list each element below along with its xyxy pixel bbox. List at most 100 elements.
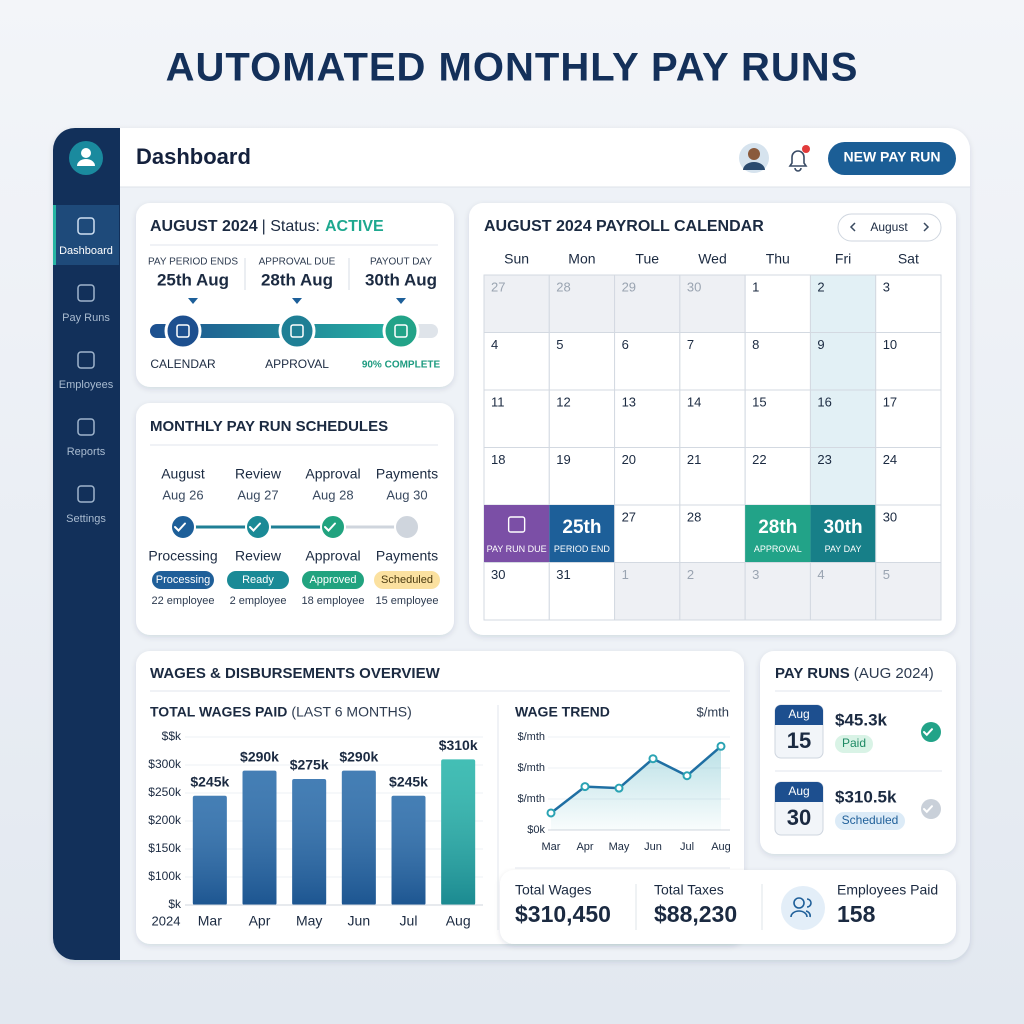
x-tick-label: Jun	[348, 913, 371, 929]
day-cell	[875, 447, 942, 506]
day-cell	[614, 504, 681, 563]
month-label: August	[870, 220, 908, 234]
data-label: $275k	[290, 757, 329, 773]
step-date: 25th Aug	[157, 270, 229, 289]
y-tick-label: $0k	[527, 824, 545, 836]
status-badge	[374, 571, 440, 589]
x-tick-label: Apr	[576, 841, 593, 853]
day-cell	[483, 274, 550, 333]
day-number: 15	[752, 394, 766, 409]
day-number: 7	[687, 337, 694, 352]
card-title: AUGUST 2024 PAYROLL CALENDAR	[484, 218, 764, 235]
step-date: 28th Aug	[261, 270, 333, 289]
schedule-count: 22 employee	[152, 595, 215, 607]
data-label: $310k	[439, 737, 478, 753]
step-label: APPROVAL DUE	[259, 257, 336, 268]
stage-icon	[382, 312, 420, 350]
day-cell	[875, 332, 942, 391]
day-number: 29	[622, 279, 636, 294]
trend-point	[648, 754, 658, 764]
day-cell	[679, 562, 746, 621]
employees-icon-bg	[781, 886, 825, 930]
schedule-stage: Approval	[305, 548, 360, 564]
bar-shade	[292, 779, 327, 905]
day-number: 4	[817, 567, 824, 582]
schedule-stage: Payments	[376, 548, 438, 564]
event-day: 30th	[824, 517, 863, 538]
day-number: 4	[491, 337, 498, 352]
trend-point	[682, 771, 692, 781]
trend-point	[546, 808, 556, 818]
status-card	[136, 203, 454, 387]
total-label: Employees Paid	[837, 882, 938, 898]
nav-item[interactable]: Employees	[59, 379, 114, 391]
nav-item[interactable]: Reports	[67, 446, 106, 458]
event-icon	[507, 516, 526, 533]
chart-subtitle: (LAST 6 MONTHS)	[291, 704, 411, 720]
stage-glyph	[394, 324, 408, 338]
x-axis-year: 2024	[152, 913, 181, 928]
nav-icon	[77, 418, 95, 436]
day-number: 2	[817, 279, 824, 294]
day-number: 31	[556, 567, 570, 582]
day-number: 27	[622, 509, 636, 524]
event-cell	[484, 505, 550, 563]
event-day: 28th	[758, 517, 797, 538]
stage-icon	[164, 312, 202, 350]
nav-item[interactable]: Settings	[66, 513, 106, 525]
badge-label: Scheduled	[842, 813, 899, 827]
x-tick-label: Mar	[542, 841, 561, 853]
day-cell	[809, 562, 877, 621]
event-label: APPROVAL	[754, 544, 802, 554]
day-cell	[614, 332, 681, 391]
nav-item[interactable]: Pay Runs	[62, 312, 110, 324]
trend-point	[580, 782, 590, 792]
new-pay-run-button[interactable]	[828, 142, 956, 175]
x-tick-label: Jun	[644, 841, 662, 853]
day-cell	[744, 562, 811, 621]
prev-arrow[interactable]	[849, 222, 856, 232]
day-number: 17	[883, 394, 897, 409]
badge-label: Ready	[242, 574, 274, 586]
sidebar-active	[55, 205, 119, 265]
total-value: 158	[837, 901, 876, 927]
schedule-stage: Processing	[148, 548, 217, 564]
logo-head	[81, 148, 91, 158]
day-number: 28	[687, 509, 701, 524]
day-cell	[809, 447, 877, 506]
page-title: AUTOMATED MONTHLY PAY RUNS	[166, 46, 859, 90]
bell-icon[interactable]	[788, 150, 808, 172]
y-tick-label: $250k	[148, 785, 182, 799]
nav-item[interactable]: Dashboard	[59, 245, 113, 257]
chart-title: WAGE TREND	[515, 704, 610, 720]
card-title: MONTHLY PAY RUN SCHEDULES	[150, 418, 388, 435]
day-number: 30	[491, 567, 505, 582]
day-number: 30	[883, 509, 897, 524]
day-number: 3	[883, 279, 890, 294]
weekday: Wed	[698, 251, 727, 267]
status-check	[921, 722, 941, 742]
y-tick-label: $100k	[148, 869, 182, 883]
day-number: 6	[622, 337, 629, 352]
day-number: 3	[752, 567, 759, 582]
day-number: 14	[687, 394, 701, 409]
next-arrow[interactable]	[923, 222, 930, 232]
schedule-name: Payments	[376, 466, 438, 482]
event-day: 25th	[562, 517, 601, 538]
chart-unit: $/mth	[696, 704, 729, 719]
day-cell	[614, 274, 681, 333]
button-label[interactable]: NEW PAY RUN	[844, 149, 941, 165]
schedule-name: August	[161, 466, 205, 482]
schedule-date: Aug 27	[237, 487, 278, 502]
sidebar	[53, 128, 120, 960]
employees-icon-body	[790, 898, 812, 918]
day-number: 5	[883, 567, 890, 582]
day-cell	[548, 274, 616, 333]
card-title: PAY RUNS	[775, 665, 850, 682]
y-tick-label: $k	[168, 897, 182, 911]
bar-shade	[441, 759, 476, 905]
x-tick-label: Aug	[711, 841, 731, 853]
event-cell	[549, 505, 615, 563]
date-month: Aug	[788, 784, 809, 798]
stage-icon	[278, 312, 316, 350]
